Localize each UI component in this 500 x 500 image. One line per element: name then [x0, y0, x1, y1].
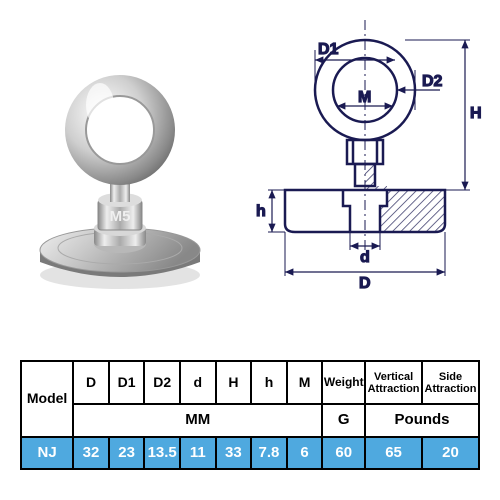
col-D1: D1 — [109, 361, 145, 404]
label-d: d — [360, 249, 370, 266]
col-d: d — [180, 361, 216, 404]
cell-h: 7.8 — [251, 437, 287, 469]
table-units-row: MM G Pounds — [21, 404, 479, 436]
col-side: Side Attraction — [422, 361, 479, 404]
unit-pounds: Pounds — [365, 404, 479, 436]
spec-table: Model D D1 D2 d H h M Weight Vertical At… — [20, 360, 480, 470]
cell-M: 6 — [287, 437, 323, 469]
col-D2: D2 — [144, 361, 180, 404]
label-d2: D2 — [422, 73, 443, 90]
col-vert: Vertical Attraction — [365, 361, 422, 404]
cell-side: 20 — [422, 437, 479, 469]
cell-H: 33 — [216, 437, 252, 469]
col-D: D — [73, 361, 109, 404]
cell-D2: 13.5 — [144, 437, 180, 469]
col-model: Model — [21, 361, 73, 437]
cell-vert: 65 — [365, 437, 422, 469]
label-h: h — [256, 203, 266, 220]
unit-mm: MM — [73, 404, 322, 436]
col-M: M — [287, 361, 323, 404]
technical-diagram: D1 D2 M H h — [240, 10, 490, 330]
cell-model: NJ — [21, 437, 73, 469]
cell-D: 32 — [73, 437, 109, 469]
label-d1: D1 — [318, 41, 339, 58]
cell-d: 11 — [180, 437, 216, 469]
label-H: H — [470, 105, 482, 122]
col-h: h — [251, 361, 287, 404]
table-header-row: Model D D1 D2 d H h M Weight Vertical At… — [21, 361, 479, 404]
product-photo: M5 — [20, 50, 220, 300]
col-weight: Weight — [322, 361, 365, 404]
nut-label: M5 — [110, 208, 131, 225]
cell-D1: 23 — [109, 437, 145, 469]
table-data-row: NJ 32 23 13.5 11 33 7.8 6 60 65 20 — [21, 437, 479, 469]
cell-weight: 60 — [322, 437, 365, 469]
unit-g: G — [322, 404, 365, 436]
col-H: H — [216, 361, 252, 404]
label-D: D — [359, 275, 371, 292]
label-m: M — [358, 89, 371, 106]
